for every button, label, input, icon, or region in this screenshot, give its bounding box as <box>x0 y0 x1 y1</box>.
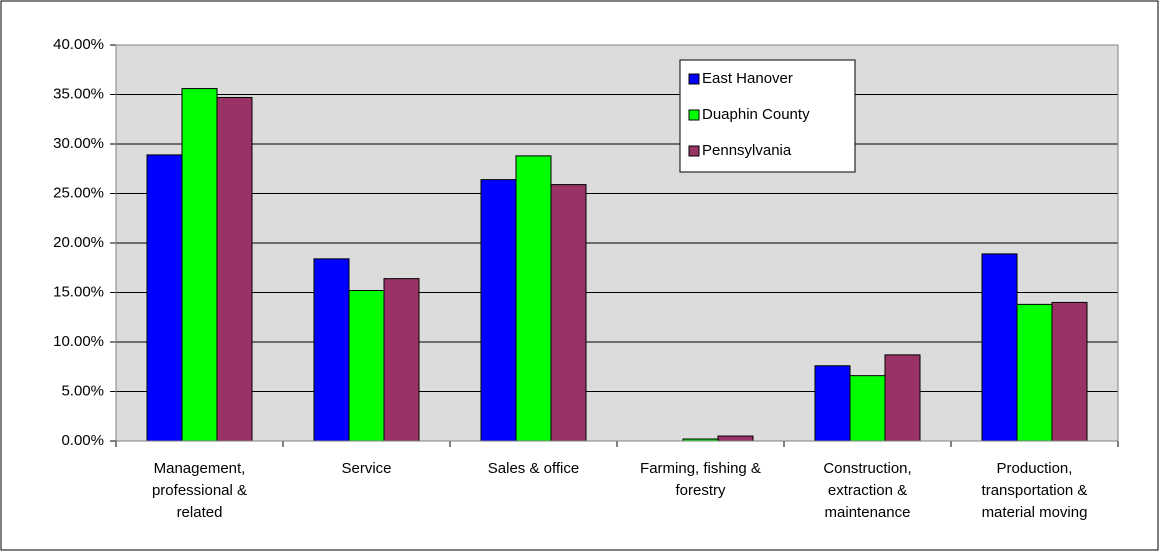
bar <box>717 435 754 442</box>
legend-label: Pennsylvania <box>702 142 792 159</box>
bar <box>146 154 183 442</box>
bar <box>550 184 587 442</box>
legend-label: Duaphin County <box>702 106 810 123</box>
bar <box>849 375 886 442</box>
bar <box>181 88 218 442</box>
bar <box>1016 303 1053 442</box>
x-tick-label: Management, professional & related <box>151 460 248 521</box>
x-tick-label: Construction, extraction & maintenance <box>823 460 912 521</box>
y-tick-label: 40.00% <box>53 36 104 53</box>
plot-border <box>115 44 1119 442</box>
bar <box>480 179 517 442</box>
y-tick-label: 20.00% <box>53 234 104 251</box>
x-tick-label: Farming, fishing & forestry <box>640 460 761 499</box>
bar <box>216 96 253 442</box>
legend-label: East Hanover <box>702 70 793 87</box>
legend-swatch <box>688 145 700 157</box>
x-tick-label: Production, transportation & material mo… <box>981 460 1088 521</box>
legend-swatch <box>688 109 700 121</box>
legend-swatch <box>688 73 700 85</box>
bar <box>348 290 385 442</box>
bar <box>981 253 1018 442</box>
bar <box>313 258 350 442</box>
y-tick-label: 15.00% <box>53 283 104 300</box>
y-tick-label: 30.00% <box>53 135 104 152</box>
y-tick-label: 35.00% <box>53 85 104 102</box>
y-tick-label: 5.00% <box>61 382 104 399</box>
y-tick-label: 25.00% <box>53 184 104 201</box>
bar <box>383 278 420 442</box>
bar <box>1051 301 1088 442</box>
bar <box>515 155 552 442</box>
x-tick-label: Service <box>341 460 392 477</box>
y-tick-label: 10.00% <box>53 333 104 350</box>
x-tick-label: Sales & office <box>487 460 580 477</box>
legend <box>679 59 856 173</box>
bar <box>814 365 851 442</box>
bar <box>884 354 921 442</box>
y-tick-label: 0.00% <box>61 432 104 449</box>
